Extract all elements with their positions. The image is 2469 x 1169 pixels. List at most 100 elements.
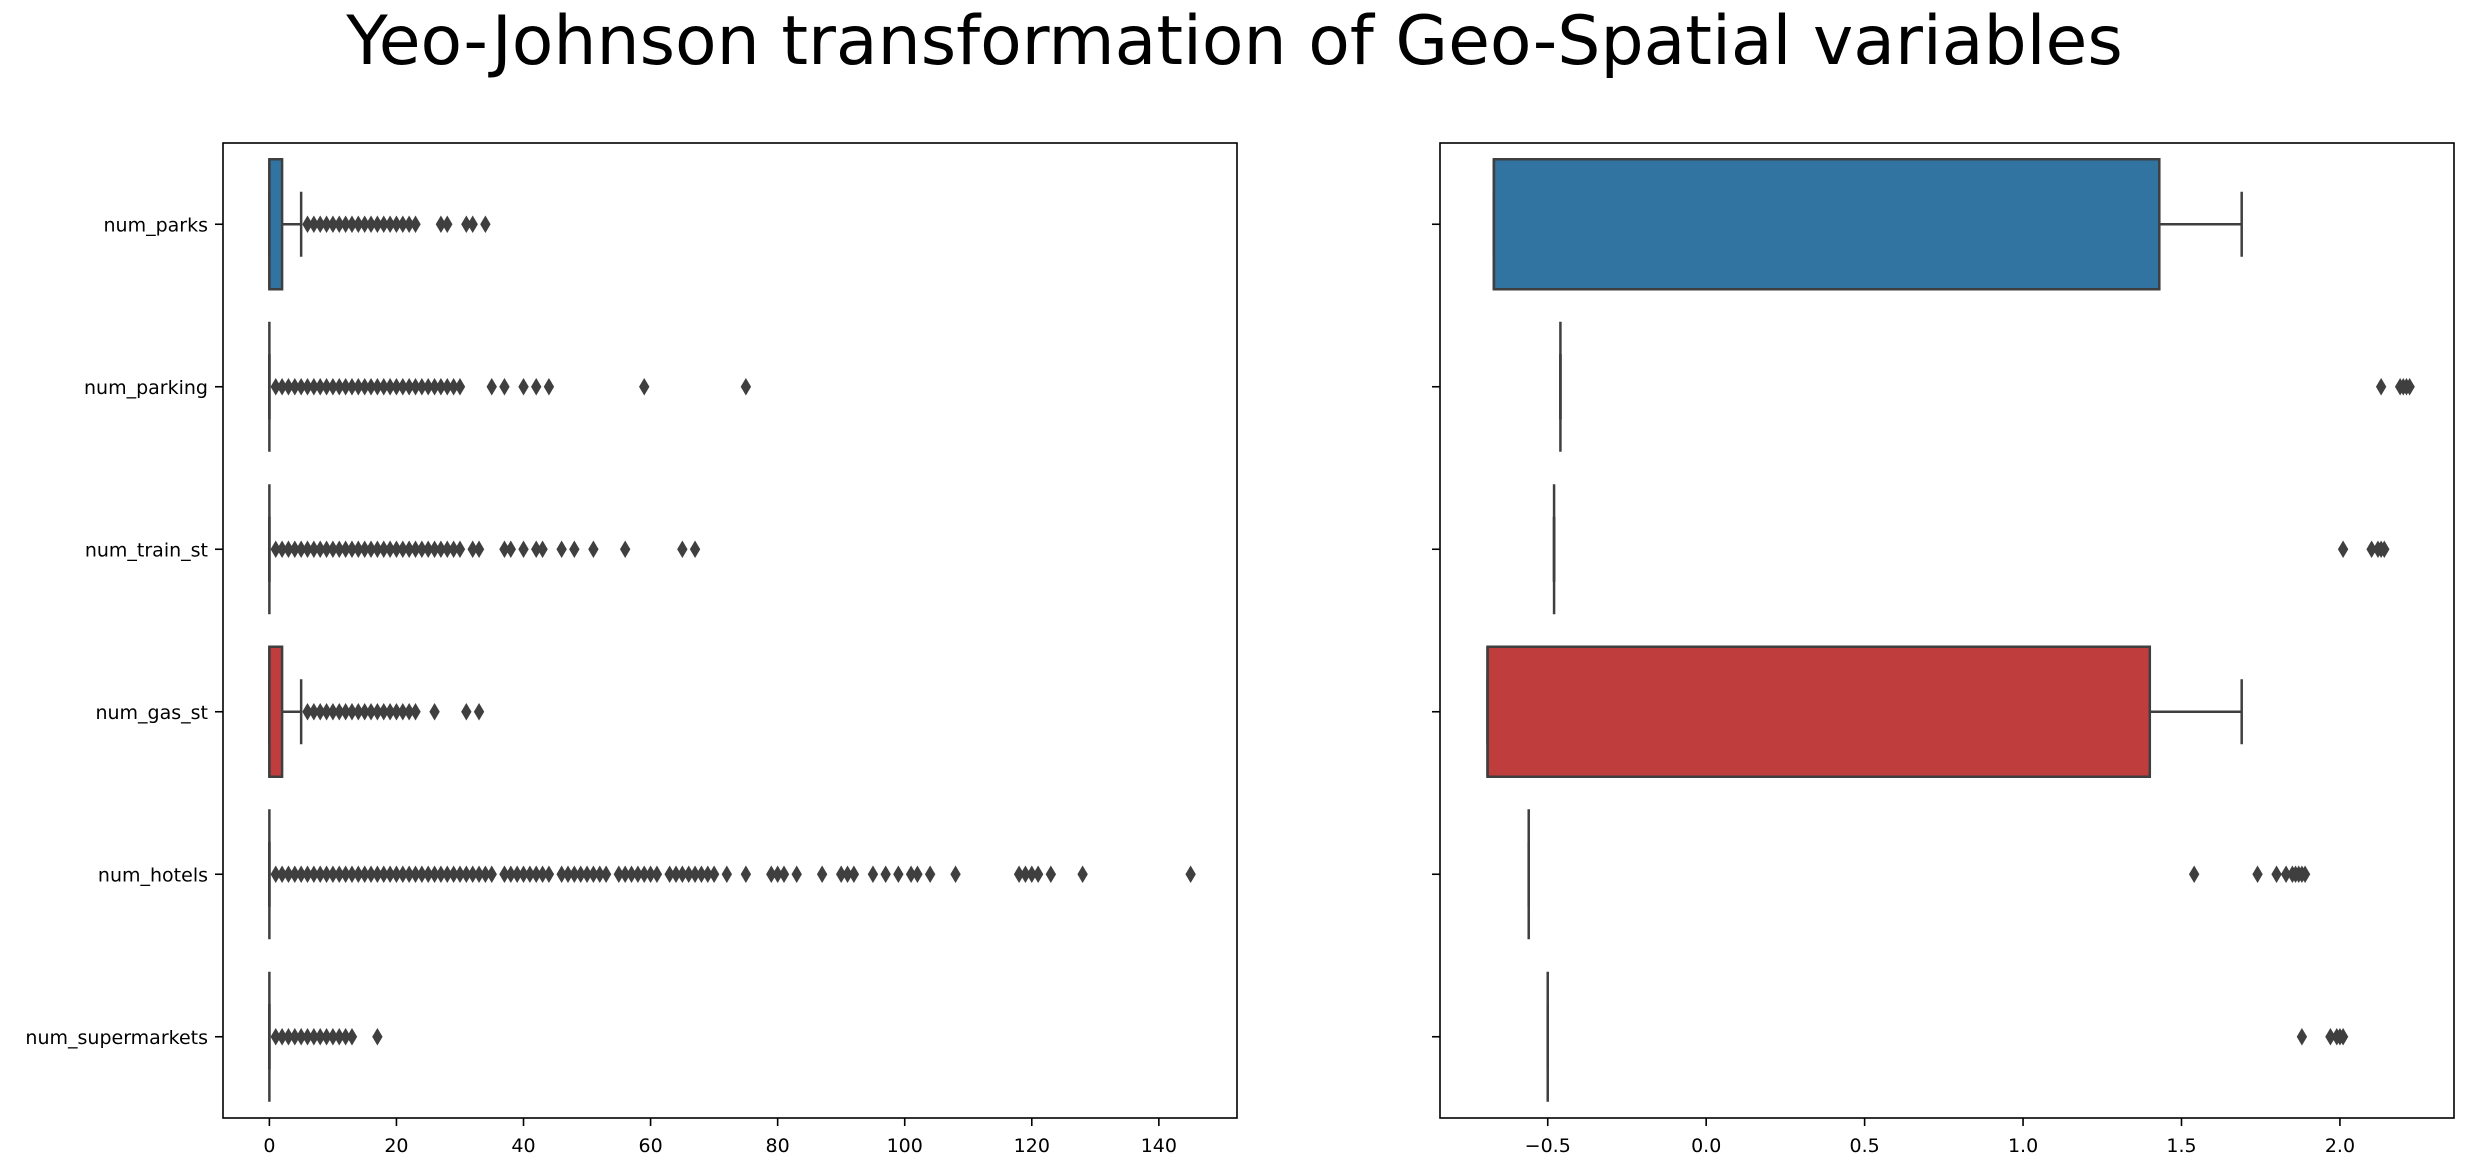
y-tick-label: num_gas_st <box>95 702 208 724</box>
outlier-point <box>353 702 364 721</box>
outlier-point <box>276 377 288 396</box>
outlier-point <box>2404 377 2415 396</box>
outlier-point <box>486 377 497 396</box>
outlier-point <box>289 540 300 559</box>
outlier-point <box>588 540 599 559</box>
outlier-point <box>1077 865 1088 884</box>
outlier-point <box>2379 540 2390 559</box>
outlier-point <box>442 865 453 884</box>
outlier-point <box>537 865 548 884</box>
outlier-point <box>518 377 529 396</box>
outlier-point <box>473 702 485 721</box>
x-tick-label: −0.5 <box>1525 1135 1571 1157</box>
outlier-point <box>340 865 351 884</box>
outlier-point <box>365 215 377 234</box>
outlier-point <box>467 215 478 234</box>
box-num_gas_st <box>268 645 485 778</box>
outlier-point <box>575 865 586 884</box>
outlier-point <box>1032 865 1044 884</box>
outlier-point <box>772 865 783 884</box>
outlier-point <box>416 540 428 559</box>
outlier-point <box>543 377 555 396</box>
outlier-point <box>283 377 294 396</box>
outlier-point <box>283 540 294 559</box>
outlier-point <box>429 377 440 396</box>
x-tick-label: 120 <box>1014 1135 1050 1157</box>
outlier-point <box>378 540 389 559</box>
outlier-point <box>467 540 478 559</box>
outlier-point <box>912 865 923 884</box>
outlier-point <box>531 377 542 396</box>
outlier-point <box>365 702 377 721</box>
outlier-point <box>429 702 440 721</box>
outlier-point <box>454 540 466 559</box>
outlier-point <box>461 865 472 884</box>
box-num_supermarkets <box>1546 971 2349 1102</box>
chart-title: Yeo-Johnson transformation of Geo-Spatia… <box>346 2 2123 81</box>
outlier-point <box>702 865 713 884</box>
outlier-point <box>334 702 345 721</box>
box-num_parking <box>268 321 752 452</box>
outlier-point <box>403 865 415 884</box>
outlier-point <box>442 215 453 234</box>
box-num_train_st <box>268 484 701 615</box>
outlier-point <box>569 540 580 559</box>
outlier-point <box>359 540 370 559</box>
outlier-point <box>403 377 415 396</box>
outlier-point <box>848 865 860 884</box>
x-tick-label: 0 <box>263 1135 275 1157</box>
outlier-point <box>353 215 364 234</box>
outlier-point <box>619 540 631 559</box>
outlier-point <box>537 540 548 559</box>
outlier-point <box>448 865 459 884</box>
outlier-point <box>302 1027 313 1046</box>
outlier-point <box>467 865 478 884</box>
x-tick-label: 60 <box>638 1135 662 1157</box>
x-tick-label: 20 <box>384 1135 408 1157</box>
outlier-point <box>835 865 847 884</box>
outlier-point <box>391 377 402 396</box>
outlier-point <box>435 540 447 559</box>
outlier-point <box>531 540 542 559</box>
outlier-point <box>924 865 936 884</box>
outlier-point <box>346 865 358 884</box>
outlier-point <box>867 865 879 884</box>
outlier-point <box>531 865 542 884</box>
x-tick-label: 1.5 <box>2166 1135 2196 1157</box>
box-iqr <box>268 158 284 291</box>
outlier-point <box>327 377 339 396</box>
outlier-point <box>639 865 650 884</box>
outlier-point <box>365 377 377 396</box>
outlier-point <box>423 865 434 884</box>
outlier-point <box>664 865 675 884</box>
outlier-point <box>651 865 663 884</box>
outlier-point <box>1020 865 1031 884</box>
outlier-point <box>429 865 440 884</box>
outlier-point <box>308 377 320 396</box>
outlier-point <box>346 702 358 721</box>
outlier-point <box>2337 1027 2349 1046</box>
outlier-point <box>334 540 345 559</box>
outlier-point <box>327 540 339 559</box>
outlier-point <box>499 540 510 559</box>
outlier-point <box>556 865 567 884</box>
outlier-point <box>340 540 351 559</box>
outlier-point <box>2375 377 2387 396</box>
outlier-point <box>353 865 364 884</box>
outlier-point <box>442 540 453 559</box>
outlier-point <box>340 702 351 721</box>
outlier-point <box>435 377 447 396</box>
outlier-point <box>2296 1027 2308 1046</box>
outlier-point <box>315 215 326 234</box>
outlier-point <box>308 702 320 721</box>
outlier-point <box>334 1027 345 1046</box>
outlier-point <box>315 1027 326 1046</box>
outlier-point <box>581 865 593 884</box>
outlier-point <box>372 865 383 884</box>
outlier-point <box>384 215 396 234</box>
outlier-point <box>346 540 358 559</box>
outlier-point <box>372 377 383 396</box>
outlier-point <box>562 865 574 884</box>
box-num_parks <box>1492 158 2243 291</box>
outlier-point <box>327 702 339 721</box>
